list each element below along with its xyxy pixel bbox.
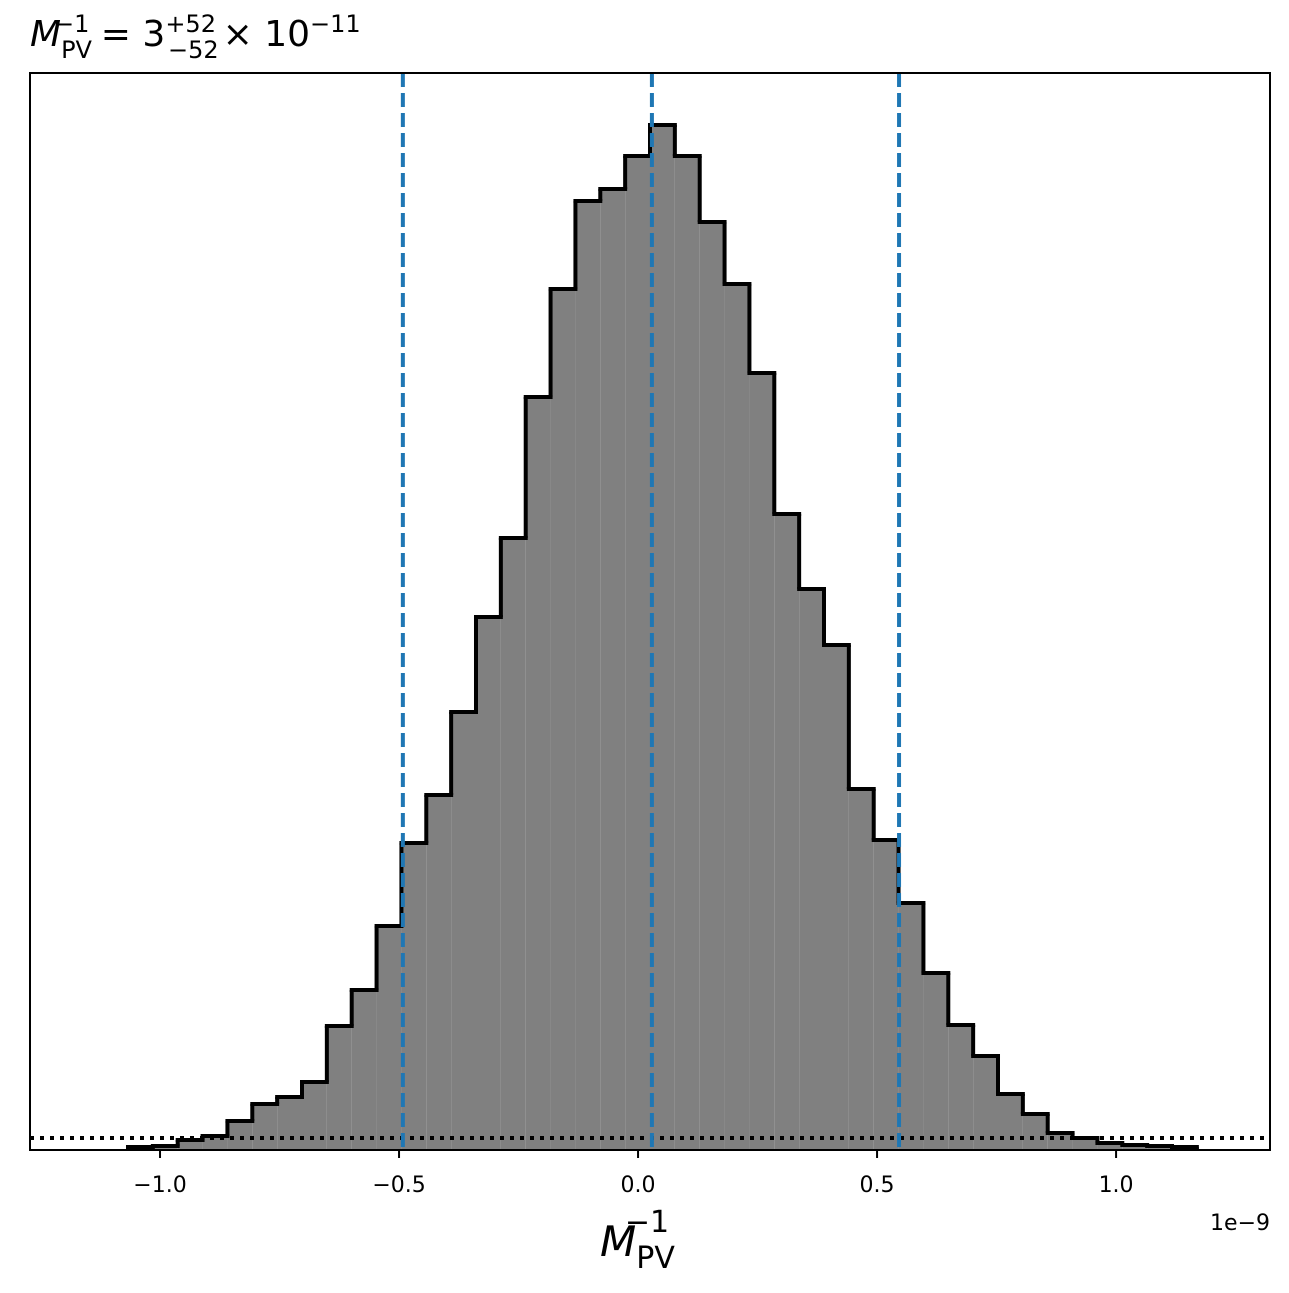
bar — [824, 645, 849, 1150]
bar — [1047, 1133, 1073, 1150]
x-offset-label: 1e−9 — [1210, 1211, 1270, 1236]
xlabel-sup: −1 — [625, 1205, 669, 1240]
title-symbol: M — [30, 14, 61, 55]
bar — [848, 789, 874, 1150]
bar — [1022, 1114, 1048, 1150]
title-lower: −52 — [168, 36, 219, 64]
x-tick-label: 0.5 — [860, 1173, 895, 1198]
title-sub: PV — [61, 36, 92, 64]
bar — [1072, 1138, 1098, 1150]
xlabel-symbol: M — [600, 1217, 636, 1266]
xlabel-sub: PV — [636, 1241, 675, 1276]
bar — [252, 1104, 278, 1150]
bar — [948, 1025, 974, 1150]
x-tick-label: 1.0 — [1099, 1173, 1134, 1198]
bar — [451, 712, 476, 1150]
title-upper: +52 — [165, 10, 216, 38]
bar — [475, 617, 501, 1150]
title-exp: −11 — [310, 10, 361, 38]
x-axis-label: MPV−1 — [600, 1205, 675, 1276]
chart-title: MPV−1 = 3+52 −52 × 10−11 — [30, 10, 361, 64]
x-tick-label: −1.0 — [133, 1173, 186, 1198]
bar — [525, 397, 551, 1150]
bar — [749, 373, 775, 1150]
bar — [898, 903, 924, 1150]
bar — [575, 201, 601, 1150]
bar — [1097, 1143, 1123, 1150]
bar — [227, 1121, 253, 1150]
bar — [650, 125, 675, 1150]
bar — [625, 156, 650, 1150]
title-sup: −1 — [54, 10, 89, 38]
bar — [351, 990, 377, 1150]
title-eq: = 3 — [89, 14, 165, 55]
bar — [674, 156, 700, 1150]
bar — [699, 222, 725, 1150]
bar — [998, 1094, 1023, 1150]
bar — [873, 840, 899, 1150]
bar — [973, 1056, 999, 1150]
bar — [277, 1097, 302, 1150]
bar — [401, 843, 427, 1150]
bar — [799, 589, 825, 1150]
bar — [376, 926, 402, 1150]
bar — [774, 514, 800, 1150]
bar — [177, 1140, 203, 1150]
x-tick-label: 0.0 — [621, 1173, 656, 1198]
x-tick-label: −0.5 — [372, 1173, 425, 1198]
bar — [326, 1026, 352, 1150]
bar — [724, 284, 750, 1150]
bar — [600, 189, 626, 1150]
bar — [1122, 1145, 1148, 1150]
title-times: × 10 — [223, 14, 310, 55]
bar — [550, 289, 576, 1150]
bar — [426, 795, 452, 1150]
bar — [923, 973, 949, 1150]
plot-frame — [29, 72, 1271, 1151]
bar — [500, 538, 526, 1150]
